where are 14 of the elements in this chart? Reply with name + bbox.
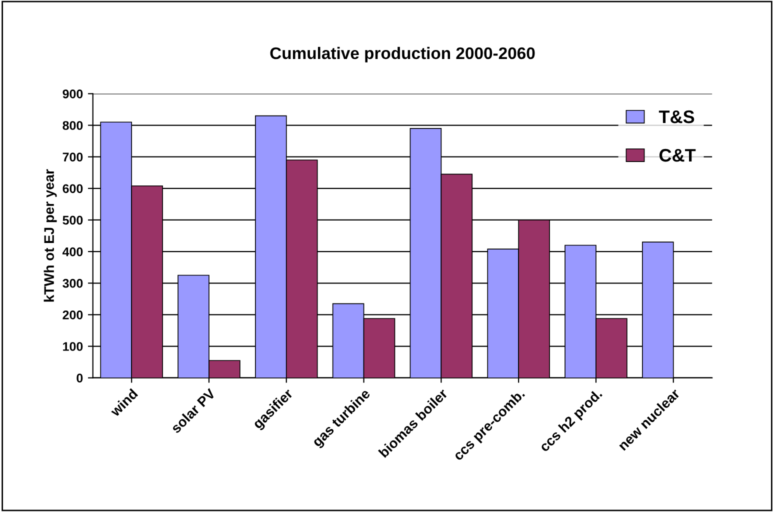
y-tick-label: 700 <box>62 152 83 162</box>
y-tick-label: 900 <box>62 89 83 98</box>
y-tick-label: 500 <box>62 216 83 225</box>
y-tick-label: 100 <box>63 342 83 351</box>
y-tick-label: 200 <box>62 310 83 320</box>
y-tick-label: 800 <box>62 121 83 130</box>
chart-title: Cumulative production 2000-2060 <box>270 46 535 62</box>
y-tick-label: 0 <box>76 374 83 383</box>
y-tick-label: 600 <box>62 184 83 194</box>
y-tick-label: 300 <box>62 278 83 288</box>
legend-label: C&T <box>659 148 696 162</box>
y-tick-label: 400 <box>62 247 83 256</box>
legend-label: T&S <box>658 110 694 124</box>
y-axis-title: kTWh ot EJ per year <box>44 169 57 302</box>
